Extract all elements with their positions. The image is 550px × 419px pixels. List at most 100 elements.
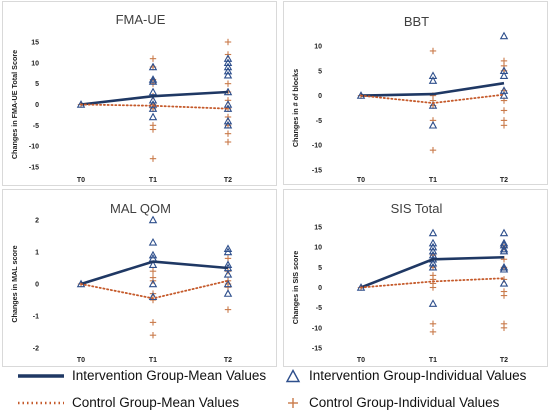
- chart-panel-fma-ue: FMA-UE Changes in FMA-UE Total Score -15 -1…: [2, 1, 277, 186]
- x-tick-label: T1: [149, 177, 157, 184]
- intervention-individual-point: [499, 246, 509, 255]
- intervention-individual-point: [223, 100, 233, 108]
- control-individual-point: [224, 306, 232, 313]
- control-individual-point: [500, 122, 508, 129]
- control-individual-point: [429, 328, 437, 336]
- control-mean-line: [80, 103, 229, 110]
- intervention-individual-point: [499, 31, 509, 40]
- control-individual-point: [149, 155, 157, 162]
- chart-panel-bbt: BBT Changes in # of blocks -15 -10 -5 0 5 10 T0 T…: [283, 1, 548, 185]
- legend-control-individual: Control Group-Individual Values: [285, 395, 499, 410]
- intervention-individual-point: [223, 120, 233, 129]
- chart-svg: SIS Total Changes in SIS score -15 -10 -5 0 5 1…: [291, 201, 509, 364]
- y-tick-label: -15: [312, 168, 322, 175]
- intervention-individual-point: [499, 244, 509, 253]
- intervention-individual-point: [148, 215, 158, 224]
- triangle-marker-icon: [285, 368, 301, 382]
- y-tick-label: -5: [33, 123, 39, 130]
- y-tick-label: -10: [312, 143, 322, 150]
- control-individual-point: [429, 146, 437, 154]
- intervention-individual-point: [223, 116, 233, 125]
- x-tick-label: T0: [357, 177, 365, 184]
- y-tick-label: 10: [314, 245, 322, 252]
- intervention-individual-point: [223, 269, 233, 278]
- control-individual-point: [149, 268, 157, 275]
- y-tick-label: 0: [35, 282, 39, 289]
- intervention-individual-point: [428, 299, 438, 307]
- y-axis-label: Changes in FMA-UE Total Score: [10, 50, 19, 159]
- x-tick-label: T2: [224, 177, 232, 184]
- control-individual-point: [149, 55, 157, 62]
- intervention-individual-point: [428, 250, 438, 259]
- intervention-individual-point: [499, 279, 509, 287]
- intervention-individual-point: [428, 238, 438, 247]
- intervention-individual-point: [148, 100, 158, 108]
- intervention-mean-line: [360, 255, 505, 289]
- control-individual-point: [429, 320, 437, 327]
- y-tick-label: -10: [29, 144, 39, 151]
- y-tick-label: 5: [35, 81, 39, 88]
- legend-intervention-mean: Intervention Group-Mean Values: [16, 368, 266, 383]
- x-tick-label: T1: [149, 357, 157, 364]
- control-individual-point: [224, 80, 232, 87]
- intervention-individual-point: [223, 70, 233, 79]
- control-individual-point: [500, 107, 508, 114]
- dotted-line-swatch-icon: [18, 401, 64, 404]
- y-tick-label: 2: [35, 218, 39, 225]
- y-tick-label: 15: [31, 40, 39, 47]
- intervention-individual-point: [148, 292, 158, 300]
- y-tick-label: -5: [316, 118, 322, 125]
- y-axis-label: Changes in MAL score: [10, 245, 19, 322]
- solid-line-swatch-icon: [18, 373, 64, 378]
- y-tick-label: -10: [312, 325, 322, 332]
- intervention-individual-point: [148, 279, 158, 288]
- intervention-individual-point: [428, 101, 438, 109]
- intervention-individual-point: [148, 250, 158, 259]
- intervention-individual-point: [499, 228, 509, 237]
- chart-title: FMA-UE: [116, 12, 166, 27]
- y-tick-label: 0: [318, 93, 322, 100]
- intervention-mean-line: [80, 90, 229, 106]
- intervention-individual-point: [428, 228, 438, 237]
- y-tick-label: -1: [33, 314, 39, 321]
- control-individual-point: [149, 319, 157, 326]
- control-mean-line: [360, 93, 505, 104]
- y-tick-label: 5: [318, 265, 322, 272]
- intervention-individual-point: [148, 75, 158, 83]
- intervention-individual-point: [148, 237, 158, 246]
- intervention-individual-point: [223, 58, 233, 67]
- x-tick-label: T2: [224, 357, 232, 364]
- control-mean-line: [360, 277, 505, 289]
- y-tick-label: 0: [318, 285, 322, 292]
- intervention-individual-point: [223, 279, 233, 288]
- intervention-individual-point: [223, 289, 233, 297]
- control-individual-point: [224, 138, 232, 146]
- intervention-individual-point: [499, 264, 509, 273]
- chart-title: SIS Total: [391, 201, 443, 216]
- legend-label: Control Group-Mean Values: [72, 395, 240, 410]
- control-individual-point: [224, 38, 232, 46]
- intervention-individual-point: [428, 120, 438, 129]
- y-tick-label: 10: [314, 44, 322, 51]
- chart-svg: MAL QOM Changes in MAL score -2 -1 0 1 2 T0 T1 T2: [10, 201, 233, 364]
- y-tick-label: -5: [316, 305, 322, 312]
- x-tick-label: T1: [429, 177, 437, 184]
- intervention-individual-point: [428, 262, 438, 271]
- intervention-individual-point: [148, 95, 158, 104]
- y-tick-label: 5: [318, 68, 322, 75]
- control-individual-point: [500, 324, 508, 332]
- control-individual-point: [149, 332, 157, 339]
- chart-svg: BBT Changes in # of blocks -15 -10 -5 0 5 10 T0 T…: [291, 14, 509, 184]
- intervention-individual-point: [148, 77, 158, 85]
- intervention-individual-point: [148, 260, 158, 268]
- intervention-individual-point: [223, 247, 233, 256]
- intervention-mean-line: [360, 81, 505, 97]
- control-individual-point: [149, 126, 157, 133]
- x-tick-label: T1: [429, 357, 437, 364]
- x-tick-label: T0: [77, 177, 85, 184]
- x-tick-label: T2: [500, 357, 508, 364]
- legend-intervention-individual: Intervention Group-Individual Values: [285, 368, 526, 383]
- intervention-individual-point: [223, 54, 233, 62]
- x-tick-label: T0: [357, 357, 365, 364]
- intervention-individual-point: [223, 62, 233, 71]
